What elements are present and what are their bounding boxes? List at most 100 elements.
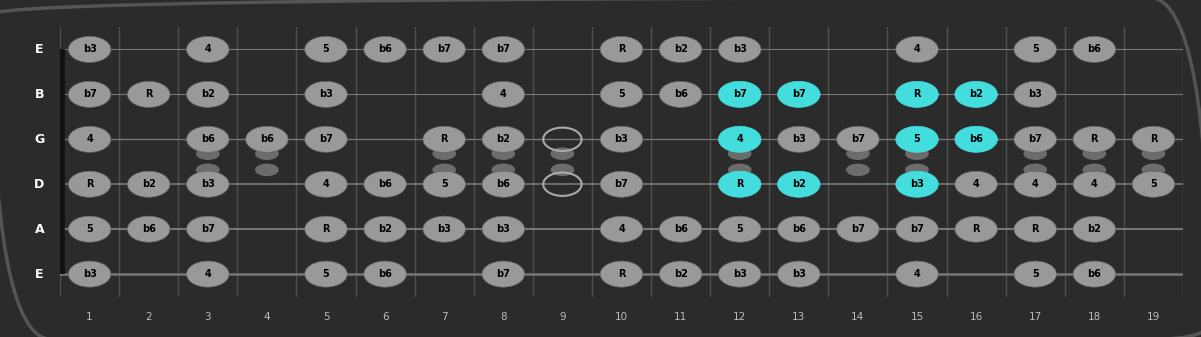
- Ellipse shape: [777, 171, 820, 197]
- Ellipse shape: [423, 171, 466, 197]
- Text: R: R: [973, 224, 980, 234]
- Text: b6: b6: [674, 89, 687, 99]
- Ellipse shape: [896, 81, 938, 108]
- Ellipse shape: [1014, 81, 1057, 108]
- Ellipse shape: [196, 147, 220, 160]
- Text: b6: b6: [378, 269, 392, 279]
- Text: 4: 4: [1091, 179, 1098, 189]
- Ellipse shape: [600, 216, 643, 242]
- Ellipse shape: [846, 163, 870, 176]
- Text: b3: b3: [615, 134, 628, 144]
- Text: b2: b2: [201, 89, 215, 99]
- Ellipse shape: [423, 36, 466, 62]
- Ellipse shape: [955, 216, 997, 242]
- Text: b3: b3: [437, 224, 452, 234]
- Ellipse shape: [127, 171, 171, 197]
- Text: 4: 4: [619, 224, 625, 234]
- Ellipse shape: [1023, 147, 1047, 160]
- Text: A: A: [35, 223, 44, 236]
- Text: 11: 11: [674, 312, 687, 322]
- Text: b6: b6: [259, 134, 274, 144]
- Ellipse shape: [896, 171, 938, 197]
- Text: b7: b7: [1028, 134, 1042, 144]
- Ellipse shape: [659, 81, 701, 108]
- Ellipse shape: [777, 261, 820, 287]
- Text: 5: 5: [736, 224, 743, 234]
- Text: R: R: [322, 224, 330, 234]
- Ellipse shape: [777, 126, 820, 152]
- Ellipse shape: [482, 81, 525, 108]
- Text: b3: b3: [733, 269, 747, 279]
- Ellipse shape: [364, 261, 406, 287]
- Text: 4: 4: [323, 179, 329, 189]
- Text: b7: b7: [496, 44, 510, 55]
- Text: b3: b3: [1028, 89, 1042, 99]
- Ellipse shape: [1133, 126, 1175, 152]
- Ellipse shape: [482, 36, 525, 62]
- Text: R: R: [145, 89, 153, 99]
- Ellipse shape: [186, 81, 229, 108]
- Ellipse shape: [491, 163, 515, 176]
- Text: 15: 15: [910, 312, 924, 322]
- Text: b3: b3: [319, 89, 333, 99]
- Text: 4: 4: [914, 44, 920, 55]
- Text: b7: b7: [83, 89, 96, 99]
- Text: G: G: [35, 133, 44, 146]
- Text: R: R: [1032, 224, 1039, 234]
- Ellipse shape: [305, 261, 347, 287]
- Ellipse shape: [1014, 36, 1057, 62]
- Text: 5: 5: [1032, 269, 1039, 279]
- Ellipse shape: [186, 216, 229, 242]
- Ellipse shape: [1023, 163, 1047, 176]
- Text: 8: 8: [500, 312, 507, 322]
- Text: b7: b7: [201, 224, 215, 234]
- Ellipse shape: [600, 126, 643, 152]
- Text: R: R: [85, 179, 94, 189]
- Ellipse shape: [305, 171, 347, 197]
- Text: 9: 9: [560, 312, 566, 322]
- Text: 18: 18: [1088, 312, 1101, 322]
- Ellipse shape: [1072, 171, 1116, 197]
- Ellipse shape: [196, 163, 220, 176]
- Ellipse shape: [482, 216, 525, 242]
- Ellipse shape: [1072, 36, 1116, 62]
- Text: 7: 7: [441, 312, 448, 322]
- Ellipse shape: [68, 261, 110, 287]
- Ellipse shape: [550, 147, 574, 160]
- Text: 13: 13: [793, 312, 806, 322]
- Text: 4: 4: [736, 134, 743, 144]
- Ellipse shape: [1072, 216, 1116, 242]
- Text: b3: b3: [496, 224, 510, 234]
- Text: 5: 5: [323, 312, 329, 322]
- Text: b6: b6: [378, 179, 392, 189]
- Ellipse shape: [955, 171, 997, 197]
- Text: 3: 3: [204, 312, 211, 322]
- Text: 5: 5: [323, 269, 329, 279]
- Text: 5: 5: [1032, 44, 1039, 55]
- Text: E: E: [35, 43, 43, 56]
- Text: b2: b2: [791, 179, 806, 189]
- Ellipse shape: [255, 163, 279, 176]
- Ellipse shape: [432, 147, 456, 160]
- Ellipse shape: [1082, 147, 1106, 160]
- Ellipse shape: [659, 36, 701, 62]
- Text: 12: 12: [733, 312, 746, 322]
- Ellipse shape: [127, 216, 171, 242]
- Text: b6: b6: [142, 224, 156, 234]
- Ellipse shape: [1014, 126, 1057, 152]
- Text: b6: b6: [969, 134, 984, 144]
- Text: b7: b7: [437, 44, 452, 55]
- Text: 19: 19: [1147, 312, 1160, 322]
- Ellipse shape: [482, 126, 525, 152]
- Ellipse shape: [1142, 147, 1165, 160]
- Text: 16: 16: [969, 312, 982, 322]
- Ellipse shape: [68, 81, 110, 108]
- Text: b2: b2: [142, 179, 156, 189]
- Ellipse shape: [600, 81, 643, 108]
- Ellipse shape: [837, 126, 879, 152]
- Text: 5: 5: [323, 44, 329, 55]
- Text: b7: b7: [852, 224, 865, 234]
- Text: 4: 4: [86, 134, 92, 144]
- Ellipse shape: [186, 171, 229, 197]
- Ellipse shape: [68, 36, 110, 62]
